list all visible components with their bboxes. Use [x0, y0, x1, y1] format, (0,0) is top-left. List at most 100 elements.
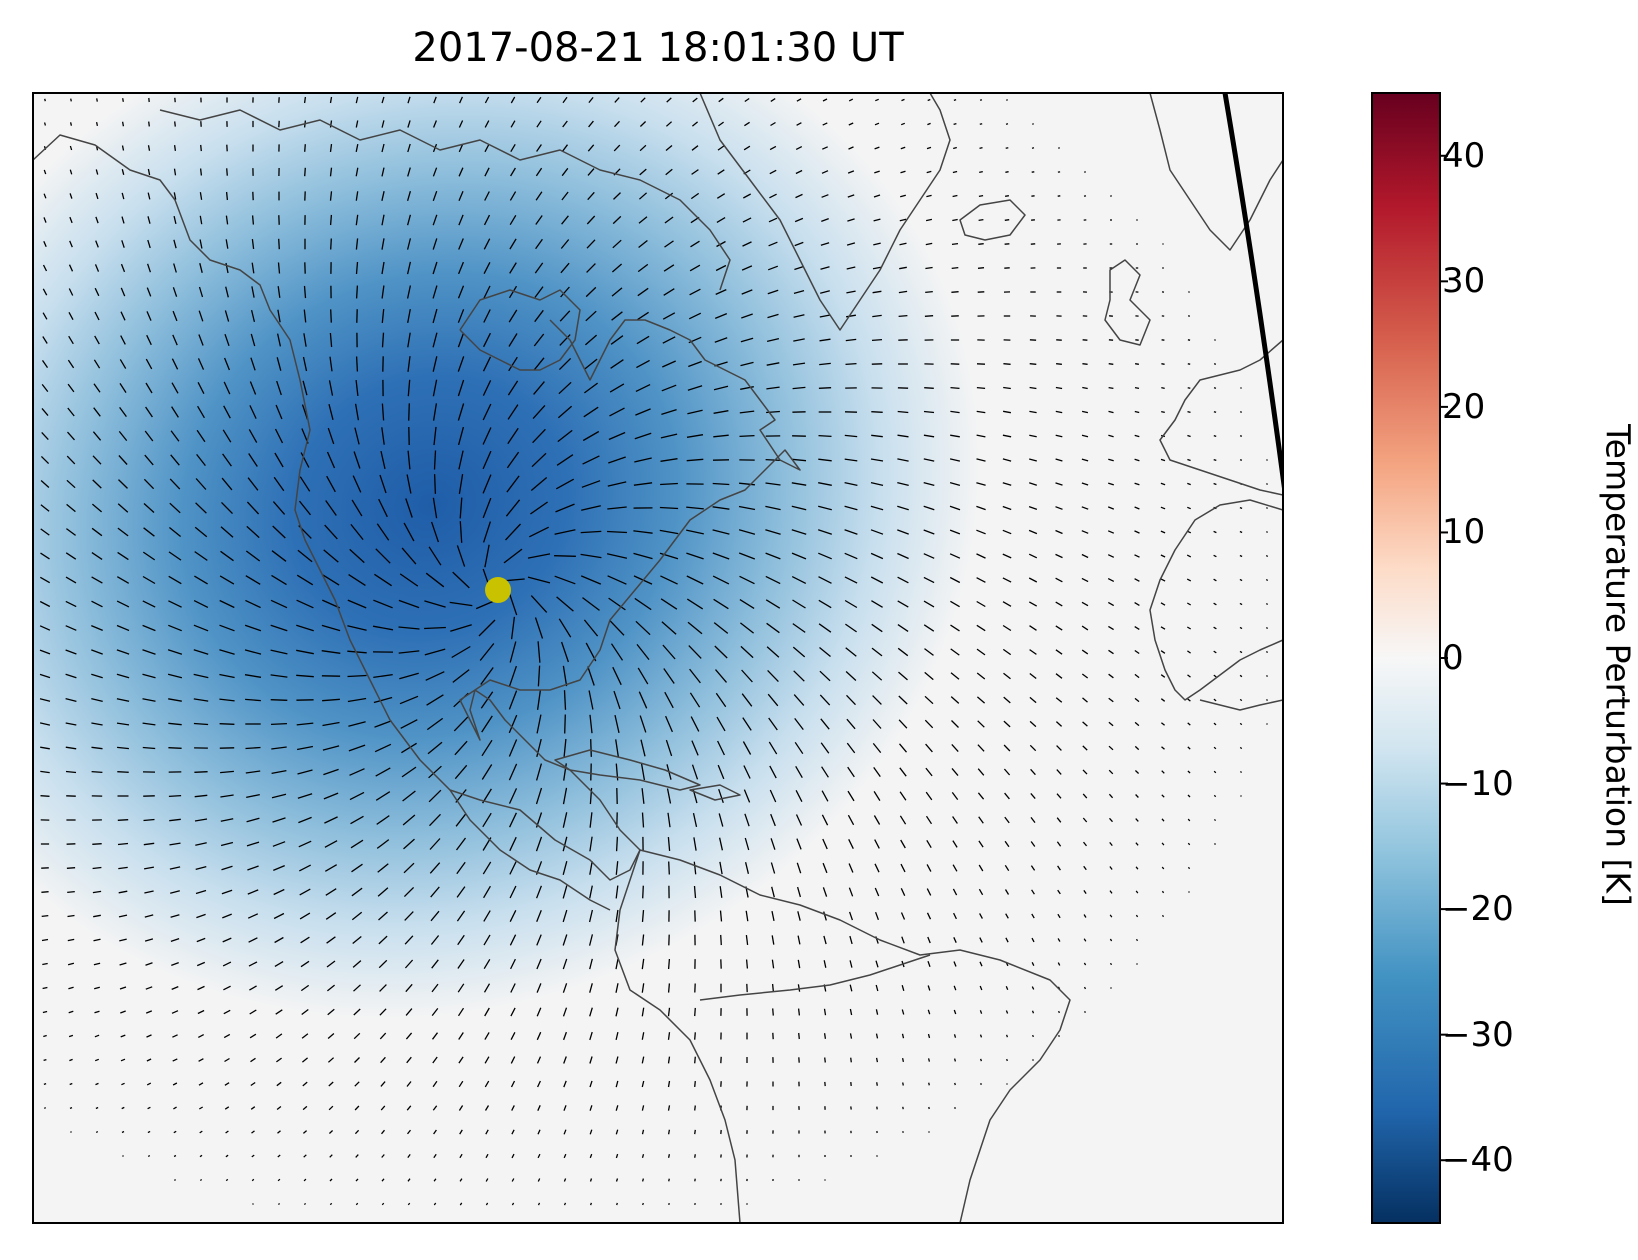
wind-vector [665, 121, 673, 127]
wind-vector [767, 265, 779, 271]
wind-vector [219, 673, 235, 679]
wind-vector [1004, 840, 1010, 848]
wind-vector [324, 840, 338, 848]
wind-vector [976, 505, 986, 511]
wind-vector [407, 356, 411, 372]
wind-vector [41, 384, 49, 392]
wind-vector [142, 698, 156, 702]
wind-vector [745, 935, 749, 945]
wind-vector [1108, 410, 1114, 414]
wind-vector [667, 1056, 671, 1064]
wind-vector [694, 1056, 696, 1064]
wind-vector [119, 359, 127, 369]
wind-vector [640, 739, 646, 757]
wind-vector [171, 406, 179, 418]
wind-vector [871, 671, 883, 681]
coastline-amazon-river [699, 954, 931, 1001]
wind-vector [769, 789, 777, 803]
wind-vector [328, 1130, 334, 1134]
wind-vector [65, 552, 77, 560]
wind-vector [719, 910, 723, 922]
wind-vector [848, 911, 854, 921]
wind-vector [69, 193, 73, 199]
wind-vector [329, 1178, 333, 1182]
wind-vector [271, 746, 287, 750]
wind-vector [536, 958, 542, 970]
wind-vector [527, 553, 551, 559]
wind-vector [927, 936, 931, 944]
coastline-europe-west [1159, 339, 1283, 496]
wind-vector [67, 359, 75, 369]
wind-vector [1029, 410, 1037, 414]
wind-vector [509, 885, 517, 899]
wind-vector [1134, 554, 1140, 558]
wind-vector [662, 360, 676, 368]
wind-vector [689, 264, 701, 272]
wind-vector [849, 1033, 853, 1039]
wind-vector [607, 506, 627, 510]
wind-vector [299, 888, 311, 896]
wind-vector [91, 552, 103, 560]
wind-vector [251, 262, 255, 274]
wind-vector [40, 504, 50, 512]
wind-vector [328, 404, 334, 420]
wind-vector [557, 405, 573, 419]
wind-vector [1134, 626, 1140, 630]
wind-vector [1213, 482, 1217, 486]
wind-vector [792, 623, 806, 633]
wind-vector [976, 577, 986, 583]
wind-vector [1134, 458, 1140, 462]
wind-vector [872, 719, 882, 729]
wind-vector [507, 427, 519, 445]
wind-vector [92, 455, 102, 465]
wind-vector [247, 477, 259, 491]
wind-vector [745, 910, 749, 922]
wind-vector [459, 521, 463, 543]
wind-vector [1213, 530, 1217, 534]
wind-vector [511, 1129, 515, 1135]
wind-vector [66, 479, 76, 489]
wind-vector [562, 96, 568, 104]
colorbar [1371, 92, 1441, 1224]
wind-vector [121, 145, 125, 151]
wind-vector [977, 792, 985, 800]
wind-vector [667, 1105, 671, 1111]
wind-vector [1109, 914, 1113, 918]
wind-vector [450, 624, 472, 632]
wind-vector [329, 144, 333, 152]
wind-vector [67, 962, 75, 966]
wind-vector [39, 673, 51, 679]
wind-vector [270, 674, 288, 678]
wind-vector [380, 1056, 386, 1064]
wind-vector [354, 1105, 360, 1111]
wind-vector [1032, 1034, 1034, 1038]
wind-vector [687, 409, 703, 415]
wind-vector [42, 288, 48, 296]
wind-vector [510, 1007, 516, 1017]
wind-vector [92, 866, 102, 870]
wind-vector [694, 1154, 696, 1158]
wind-vector [271, 793, 287, 799]
wind-vector [41, 891, 49, 893]
wind-vector [713, 385, 729, 391]
wind-vector [146, 263, 152, 273]
wind-vector [848, 98, 854, 102]
colorbar-tick-label: −20 [1442, 889, 1514, 930]
wind-vector [1160, 698, 1166, 702]
wind-vector [170, 914, 180, 918]
wind-vector [953, 98, 957, 102]
wind-vector [901, 98, 905, 102]
wind-vector [69, 216, 73, 224]
wind-vector [1081, 530, 1089, 534]
wind-vector [459, 1202, 463, 1206]
wind-vector [407, 1178, 411, 1182]
wind-vector [769, 193, 777, 199]
wind-vector [251, 1154, 255, 1158]
wind-vector [770, 838, 776, 850]
wind-vector [537, 1080, 541, 1088]
wind-vector [351, 863, 363, 873]
wind-vector [39, 722, 51, 726]
wind-vector [712, 575, 730, 585]
wind-vector [1002, 601, 1012, 607]
wind-vector [665, 168, 673, 176]
